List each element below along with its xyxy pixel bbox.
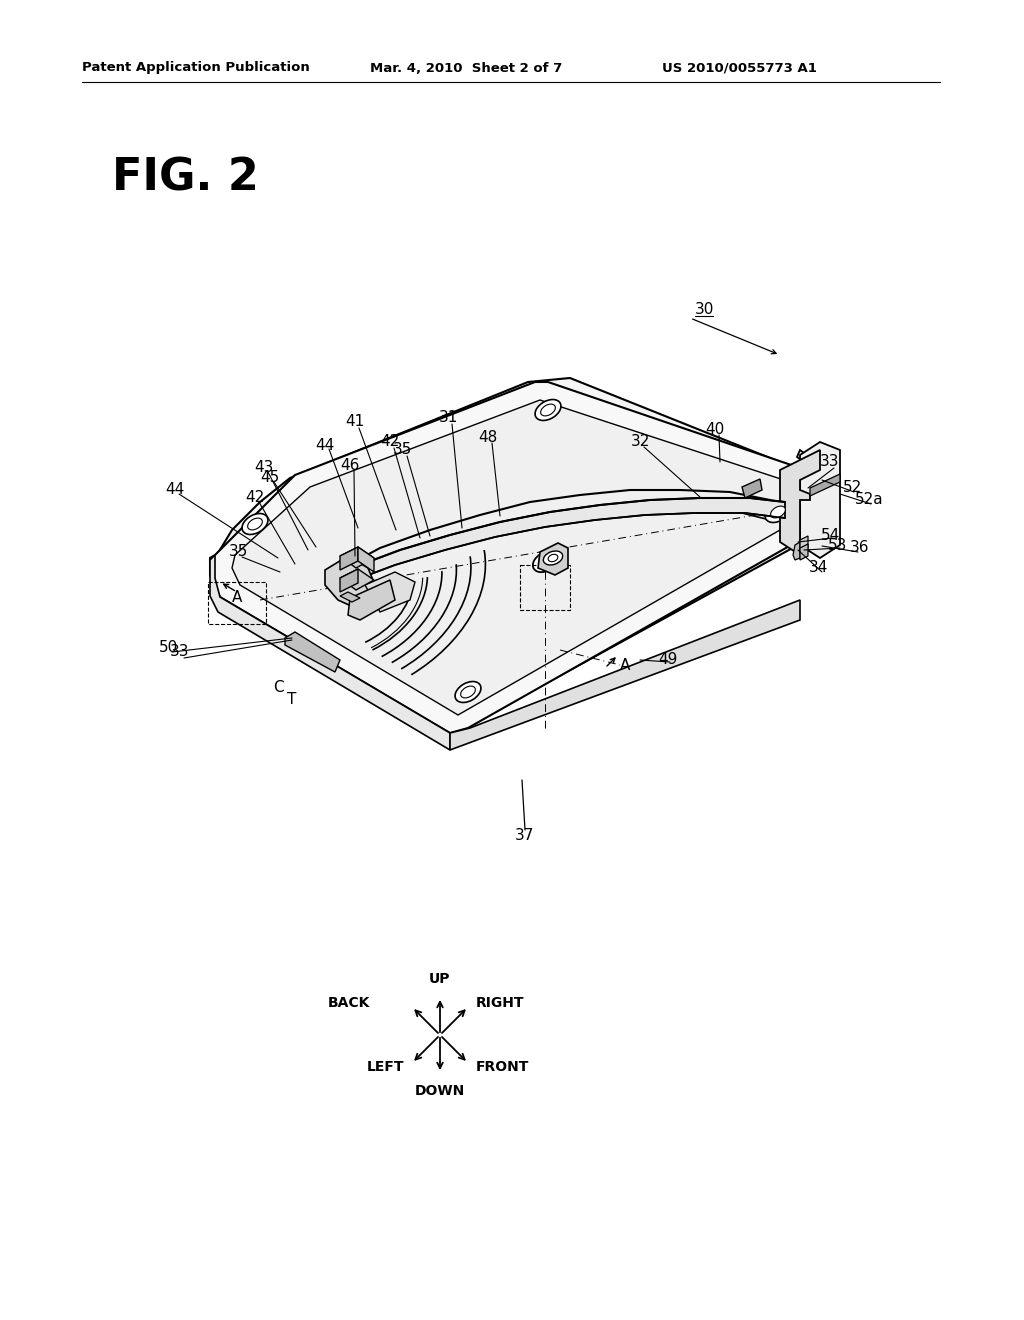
- Text: 42: 42: [380, 434, 399, 450]
- Polygon shape: [340, 569, 358, 591]
- Text: Patent Application Publication: Patent Application Publication: [82, 62, 309, 74]
- Polygon shape: [210, 381, 820, 733]
- Ellipse shape: [536, 400, 561, 421]
- Text: FRONT: FRONT: [476, 1060, 529, 1074]
- Text: UP: UP: [429, 972, 451, 986]
- Polygon shape: [215, 378, 820, 735]
- Ellipse shape: [242, 513, 268, 535]
- Text: US 2010/0055773 A1: US 2010/0055773 A1: [662, 62, 817, 74]
- Polygon shape: [210, 554, 450, 750]
- Polygon shape: [285, 632, 340, 672]
- Text: C: C: [272, 681, 284, 696]
- Text: 42: 42: [246, 491, 264, 506]
- Polygon shape: [780, 450, 820, 554]
- Text: 43: 43: [254, 461, 273, 475]
- Ellipse shape: [771, 506, 785, 517]
- Text: 34: 34: [808, 561, 827, 576]
- Text: 41: 41: [345, 414, 365, 429]
- Polygon shape: [340, 569, 374, 590]
- Polygon shape: [340, 546, 374, 568]
- Ellipse shape: [532, 552, 557, 572]
- Text: 44: 44: [315, 437, 335, 453]
- Ellipse shape: [248, 519, 262, 529]
- Polygon shape: [450, 601, 800, 750]
- Text: DOWN: DOWN: [415, 1084, 465, 1098]
- Text: 46: 46: [340, 458, 359, 473]
- Text: Mar. 4, 2010  Sheet 2 of 7: Mar. 4, 2010 Sheet 2 of 7: [370, 62, 562, 74]
- Ellipse shape: [461, 686, 475, 698]
- Polygon shape: [800, 536, 808, 552]
- Polygon shape: [348, 579, 395, 620]
- Text: 35: 35: [228, 544, 248, 560]
- Text: 50: 50: [159, 640, 177, 656]
- Text: 33: 33: [170, 644, 189, 660]
- Polygon shape: [538, 543, 568, 576]
- Text: 36: 36: [850, 540, 869, 556]
- Polygon shape: [810, 474, 840, 496]
- Text: 30: 30: [695, 302, 715, 318]
- Bar: [208, 582, 266, 624]
- Ellipse shape: [539, 557, 552, 568]
- Text: A: A: [620, 657, 630, 672]
- Text: FIG. 2: FIG. 2: [112, 157, 259, 199]
- Text: BACK: BACK: [328, 997, 370, 1010]
- Text: RIGHT: RIGHT: [476, 997, 524, 1010]
- Text: 31: 31: [438, 411, 458, 425]
- Text: 33: 33: [820, 454, 840, 470]
- Polygon shape: [742, 479, 762, 498]
- Polygon shape: [358, 546, 374, 572]
- Polygon shape: [537, 556, 560, 568]
- Text: A: A: [231, 590, 243, 606]
- Polygon shape: [800, 442, 840, 558]
- Polygon shape: [340, 546, 358, 570]
- Text: LEFT: LEFT: [367, 1060, 404, 1074]
- Polygon shape: [232, 400, 790, 715]
- Text: 52a: 52a: [855, 492, 884, 507]
- Polygon shape: [795, 450, 820, 558]
- Text: 37: 37: [515, 828, 535, 842]
- Text: 45: 45: [260, 470, 280, 486]
- Text: 48: 48: [478, 430, 498, 446]
- Ellipse shape: [541, 404, 555, 416]
- Text: 35: 35: [393, 442, 413, 458]
- Polygon shape: [340, 591, 360, 602]
- Text: 44: 44: [165, 483, 184, 498]
- Text: 54: 54: [820, 528, 840, 543]
- Text: 49: 49: [658, 652, 678, 668]
- Polygon shape: [800, 469, 820, 558]
- Text: T: T: [288, 693, 297, 708]
- Polygon shape: [365, 572, 415, 612]
- Text: 52: 52: [843, 480, 861, 495]
- Polygon shape: [355, 498, 785, 579]
- Ellipse shape: [765, 502, 791, 523]
- Text: 32: 32: [631, 434, 649, 450]
- Text: 40: 40: [706, 422, 725, 437]
- Polygon shape: [793, 543, 800, 560]
- Text: 53: 53: [828, 537, 848, 553]
- Ellipse shape: [455, 681, 481, 702]
- Ellipse shape: [548, 554, 558, 562]
- Polygon shape: [325, 556, 375, 610]
- Ellipse shape: [544, 550, 562, 565]
- Polygon shape: [800, 544, 808, 560]
